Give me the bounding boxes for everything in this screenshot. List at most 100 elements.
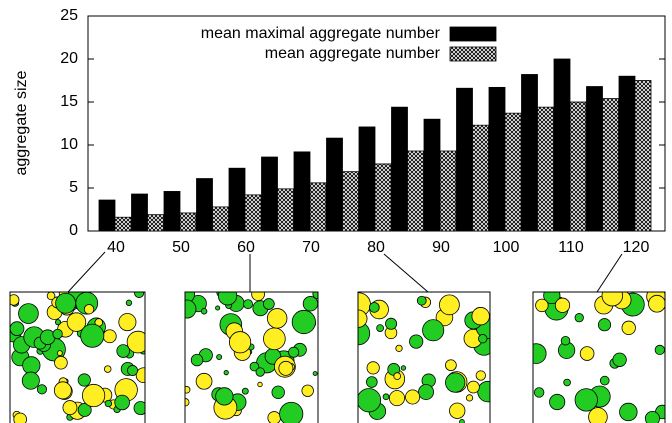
particle xyxy=(21,371,40,390)
bar xyxy=(423,118,441,232)
y-tick-label: 25 xyxy=(60,7,78,24)
particle xyxy=(257,381,263,388)
y-tick-label: 10 xyxy=(60,136,78,153)
bar xyxy=(163,191,181,232)
bar xyxy=(553,58,571,232)
bar xyxy=(488,86,506,232)
particle xyxy=(271,385,285,400)
particle xyxy=(185,299,197,319)
inset-frame xyxy=(357,291,491,423)
inset xyxy=(10,292,145,423)
particle xyxy=(560,335,571,346)
particle xyxy=(416,295,427,306)
particle xyxy=(549,393,566,411)
particle xyxy=(475,370,486,381)
particle xyxy=(185,386,191,394)
bar xyxy=(244,194,262,232)
particle xyxy=(62,400,78,416)
bar xyxy=(504,112,522,232)
particle xyxy=(133,401,145,416)
particle xyxy=(18,303,39,324)
particle xyxy=(114,394,130,411)
y-tick-label: 20 xyxy=(60,50,78,67)
x-tick-label: 60 xyxy=(237,239,255,256)
bar xyxy=(569,101,587,232)
bar xyxy=(277,188,294,232)
connector xyxy=(67,251,106,293)
particle xyxy=(52,328,63,340)
particle xyxy=(13,412,27,423)
connector xyxy=(596,253,623,293)
particle xyxy=(405,389,421,405)
particle xyxy=(291,309,316,335)
particle xyxy=(217,292,238,306)
particle xyxy=(279,401,304,423)
particle xyxy=(229,331,252,354)
particle xyxy=(215,305,221,311)
particle xyxy=(574,313,584,323)
bar xyxy=(521,74,538,232)
particle xyxy=(288,346,300,358)
particle xyxy=(54,319,62,326)
particle xyxy=(46,292,56,301)
particle xyxy=(422,319,445,342)
y-tick-label: 15 xyxy=(60,93,78,110)
particle xyxy=(400,365,407,371)
particle xyxy=(358,388,382,413)
x-tick-label: 100 xyxy=(493,239,520,256)
bar xyxy=(602,98,619,232)
particle xyxy=(125,299,133,307)
particle xyxy=(56,350,63,357)
bar xyxy=(342,171,359,232)
particle xyxy=(579,346,595,361)
particle xyxy=(543,292,561,305)
legend-label: mean maximal aggregate number xyxy=(201,25,441,42)
bar xyxy=(456,87,473,232)
particle xyxy=(77,373,91,387)
bar xyxy=(212,206,229,232)
particle xyxy=(134,292,145,298)
particle xyxy=(445,372,466,393)
particle xyxy=(467,380,480,394)
particle xyxy=(312,371,318,377)
particle xyxy=(267,411,281,423)
bar xyxy=(618,75,636,232)
particle xyxy=(471,307,490,326)
x-tick-label: 90 xyxy=(432,239,450,256)
bar xyxy=(114,216,132,232)
particle xyxy=(126,330,145,354)
particle xyxy=(599,375,610,386)
particle xyxy=(263,327,286,351)
particle xyxy=(102,329,117,344)
particle xyxy=(80,323,105,348)
inset-frame xyxy=(9,291,146,423)
particle xyxy=(135,367,145,384)
particle xyxy=(366,376,378,388)
particle xyxy=(36,384,47,395)
particle xyxy=(39,329,56,345)
x-tick-label: 50 xyxy=(172,239,190,256)
particle xyxy=(648,294,665,313)
particle xyxy=(533,387,545,398)
bar xyxy=(293,151,311,232)
legend-label: mean aggregate number xyxy=(265,45,441,62)
particle xyxy=(77,402,92,417)
particle xyxy=(612,352,627,367)
x-tick-label: 40 xyxy=(107,239,125,256)
inset xyxy=(358,292,490,423)
bar xyxy=(98,199,116,232)
particle xyxy=(395,344,403,352)
y-tick-label: 5 xyxy=(69,179,78,196)
y-axis-label: aggregate size xyxy=(13,70,30,175)
particle xyxy=(249,361,260,372)
particle xyxy=(418,384,434,400)
particle xyxy=(103,365,112,373)
bar xyxy=(131,193,148,232)
particle xyxy=(190,353,204,367)
particle xyxy=(385,317,398,330)
particle xyxy=(621,320,636,335)
bar xyxy=(374,163,392,232)
bar xyxy=(407,150,424,232)
particle xyxy=(127,365,138,376)
particle xyxy=(654,344,665,356)
